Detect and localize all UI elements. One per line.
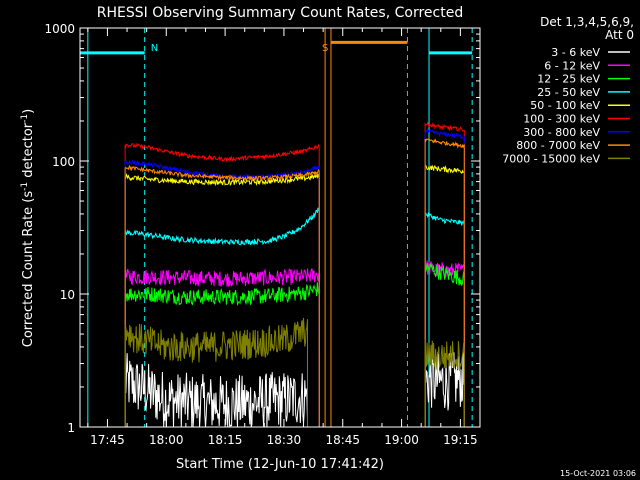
series-line-3-segment-1 <box>424 212 465 427</box>
x-tick-label-0: 17:45 <box>90 433 125 447</box>
y-axis-label-end: ) <box>21 109 36 114</box>
legend-label-7: 800 - 7000 keV <box>516 139 600 152</box>
series-line-7-segment-0 <box>124 164 320 427</box>
series-line-2-segment-0 <box>124 281 320 427</box>
annotation-s: S <box>322 43 328 54</box>
legend-label-4: 50 - 100 keV <box>530 99 600 112</box>
series-line-2-segment-1 <box>424 262 465 427</box>
legend-label-6: 300 - 800 keV <box>523 126 600 139</box>
legend-label-5: 100 - 300 keV <box>523 113 600 126</box>
x-tick-label-4: 18:45 <box>325 433 360 447</box>
series-line-0-segment-0 <box>124 353 308 428</box>
series-line-3-segment-0 <box>124 207 320 427</box>
legend-header-attenuator: Att 0 <box>605 28 634 42</box>
y-axis-label-mid: detector <box>21 122 36 182</box>
y-tick-label-0: 1 <box>67 421 75 435</box>
y-tick-label-3: 1000 <box>44 22 75 36</box>
x-tick-label-2: 18:15 <box>208 433 243 447</box>
legend-label-0: 3 - 6 keV <box>551 46 600 59</box>
y-tick-label-2: 100 <box>52 155 75 169</box>
y-tick-label-1: 10 <box>60 288 75 302</box>
y-axis-label-sup2: -1 <box>20 114 30 123</box>
annotation-n: N <box>151 43 158 54</box>
series-line-4-segment-1 <box>424 164 465 427</box>
y-axis-label-sup1: -1 <box>20 182 30 191</box>
legend-label-2: 12 - 25 keV <box>537 73 600 86</box>
x-tick-label-1: 18:00 <box>149 433 184 447</box>
y-axis-label: Corrected Count Rate (s-1 detector-1) <box>20 109 36 347</box>
x-tick-label-6: 19:15 <box>443 433 478 447</box>
series-line-8-segment-0 <box>124 317 308 427</box>
legend-header-detectors: Det 1,3,4,5,6,9, <box>540 15 634 29</box>
x-axis-label: Start Time (12-Jun-10 17:41:42) <box>176 457 384 472</box>
series-line-8-segment-1 <box>424 339 465 427</box>
chart-title: RHESSI Observing Summary Count Rates, Co… <box>97 5 463 21</box>
x-tick-label-3: 18:30 <box>267 433 302 447</box>
series-line-4-segment-0 <box>124 172 320 427</box>
x-tick-label-5: 19:00 <box>384 433 419 447</box>
series-line-1-segment-0 <box>124 268 320 427</box>
series-line-5-segment-0 <box>124 142 320 427</box>
y-axis-label-main: Corrected Count Rate (s <box>21 191 36 348</box>
series-line-0-segment-1 <box>424 350 465 427</box>
footer-timestamp: 15-Oct-2021 03:06 <box>560 469 636 478</box>
legend-label-1: 6 - 12 keV <box>544 59 600 72</box>
legend-label-3: 25 - 50 keV <box>537 86 600 99</box>
legend-label-8: 7000 - 15000 keV <box>502 152 600 165</box>
axes: 17:45 18:00 18:15 18:30 18:45 19:00 19:15 1 10 10… <box>44 22 480 447</box>
series-line-7-segment-1 <box>424 137 465 427</box>
series-line-5-segment-1 <box>424 120 465 427</box>
series-line-6-segment-1 <box>424 127 465 427</box>
plot-frame <box>79 27 481 428</box>
